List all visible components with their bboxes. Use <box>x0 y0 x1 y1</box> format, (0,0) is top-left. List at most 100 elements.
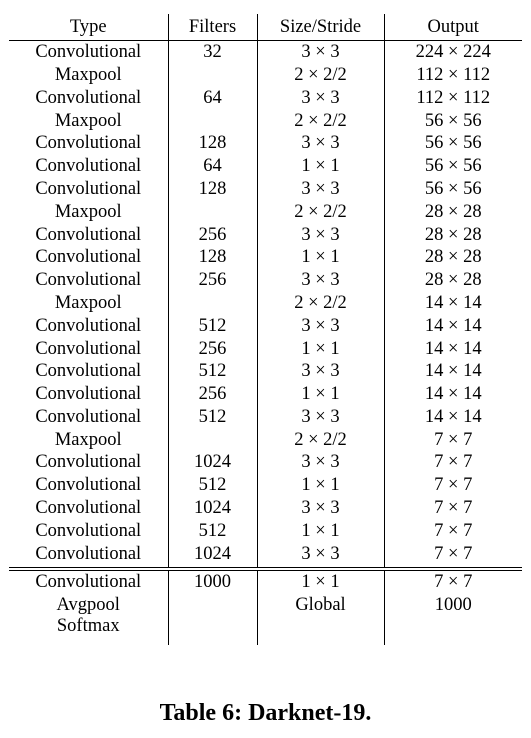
cell-filters <box>168 594 258 617</box>
cell-output: 28 × 28 <box>424 247 482 268</box>
cell-size-stride: 1 × 1 <box>257 154 385 178</box>
cell-type: Convolutional <box>9 567 169 595</box>
cell-filters: 128 <box>168 132 258 155</box>
cell-filters <box>168 63 258 87</box>
cell-size-stride: 3 × 3 <box>257 86 385 110</box>
cell-type: Convolutional <box>9 177 169 201</box>
cell-type: Convolutional <box>9 451 169 475</box>
cell-output: 14 × 14 <box>424 406 482 427</box>
cell-output: 14 × 14 <box>424 315 482 336</box>
cell-type: Convolutional <box>9 132 169 155</box>
cell-filters: 128 <box>168 246 258 269</box>
cell-output: 56 × 56 <box>424 110 482 131</box>
cell-type: Maxpool <box>9 428 169 452</box>
cell-type: Convolutional <box>9 337 169 361</box>
table-row: Convolutional 128 3 × 3 56 × 56 <box>9 132 522 155</box>
cell-filters: 32 <box>168 40 258 64</box>
table-row: Convolutional 64 3 × 3 112 × 112 <box>9 86 522 110</box>
cell-output: 7 × 7 <box>434 543 473 564</box>
table-row: Maxpool 2 × 2/2 112 × 112 <box>9 63 522 87</box>
cell-filters: 256 <box>168 382 258 406</box>
cell-filters <box>168 616 258 645</box>
table-row: Convolutional 1024 3 × 3 7 × 7 <box>9 451 522 475</box>
cell-output: 112 × 112 <box>416 87 491 108</box>
cell-size-stride: 3 × 3 <box>257 405 385 429</box>
cell-size-stride: 3 × 3 <box>257 40 385 64</box>
cell-filters: 64 <box>168 154 258 178</box>
cell-filters <box>168 109 258 133</box>
table-row: Convolutional 128 1 × 1 28 × 28 <box>9 246 522 269</box>
table-row: Convolutional 512 1 × 1 7 × 7 <box>9 474 522 497</box>
table-row: Maxpool 2 × 2/2 28 × 28 <box>9 200 522 224</box>
cell-size-stride: 3 × 3 <box>257 451 385 475</box>
header-filters: Filters <box>168 14 258 41</box>
cell-type: Convolutional <box>9 268 169 292</box>
cell-filters: 512 <box>168 474 258 497</box>
cell-output: 56 × 56 <box>424 156 482 177</box>
cell-filters: 1024 <box>168 496 258 520</box>
cell-size-stride: 2 × 2/2 <box>257 428 385 452</box>
cell-size-stride: 3 × 3 <box>257 223 385 247</box>
header-type: Type <box>9 14 169 41</box>
cell-size-stride: 3 × 3 <box>257 132 385 155</box>
cell-output: 28 × 28 <box>424 201 482 222</box>
cell-type: Convolutional <box>9 40 169 64</box>
cell-type: Convolutional <box>9 246 169 269</box>
table-row: Convolutional 512 3 × 3 14 × 14 <box>9 405 522 429</box>
cell-type: Convolutional <box>9 382 169 406</box>
cell-type: Convolutional <box>9 360 169 383</box>
cell-size-stride: 1 × 1 <box>257 519 385 543</box>
cell-size-stride: 3 × 3 <box>257 314 385 338</box>
cell-output: 56 × 56 <box>424 178 482 199</box>
table-row: Convolutional 256 1 × 1 14 × 14 <box>9 337 522 361</box>
table-row: Maxpool 2 × 2/2 7 × 7 <box>9 428 522 452</box>
table-caption: Table 6: Darknet-19. <box>159 700 372 726</box>
cell-output: 224 × 224 <box>415 42 491 63</box>
cell-output: 14 × 14 <box>424 361 482 382</box>
cell-filters: 512 <box>168 405 258 429</box>
cell-size-stride: 2 × 2/2 <box>257 200 385 224</box>
table-row: Convolutional 512 1 × 1 7 × 7 <box>9 519 522 543</box>
darknet-19-table: Type Filters Size/Stride Output Convolut… <box>9 14 522 645</box>
cell-size-stride <box>257 616 385 645</box>
cell-type: Convolutional <box>9 86 169 110</box>
cell-filters <box>168 291 258 315</box>
header-size-stride: Size/Stride <box>257 14 385 41</box>
cell-filters: 512 <box>168 314 258 338</box>
table-row: Maxpool 2 × 2/2 56 × 56 <box>9 109 522 133</box>
cell-size-stride: 3 × 3 <box>257 268 385 292</box>
cell-size-stride: 2 × 2/2 <box>257 291 385 315</box>
cell-size-stride: 3 × 3 <box>257 542 385 570</box>
cell-size-stride: 1 × 1 <box>257 337 385 361</box>
cell-type: Avgpool <box>9 594 169 617</box>
cell-size-stride: 2 × 2/2 <box>257 63 385 87</box>
cell-size-stride: 1 × 1 <box>257 246 385 269</box>
cell-size-stride: Global <box>257 594 385 617</box>
cell-filters: 256 <box>168 223 258 247</box>
cell-size-stride: 1 × 1 <box>257 382 385 406</box>
cell-filters: 64 <box>168 86 258 110</box>
cell-output: 28 × 28 <box>424 270 482 291</box>
cell-output: 7 × 7 <box>434 475 473 496</box>
cell-output: 7 × 7 <box>434 520 473 541</box>
cell-type: Convolutional <box>9 223 169 247</box>
cell-type: Convolutional <box>9 519 169 543</box>
cell-output: 14 × 14 <box>424 384 482 405</box>
table-header: Type Filters Size/Stride Output <box>9 14 522 41</box>
cell-type: Convolutional <box>9 405 169 429</box>
cell-filters: 1000 <box>168 567 258 595</box>
cell-output: 7 × 7 <box>434 452 473 473</box>
cell-type: Convolutional <box>9 474 169 497</box>
table-row: Convolutional 128 3 × 3 56 × 56 <box>9 177 522 201</box>
table-row: Convolutional 512 3 × 3 14 × 14 <box>9 314 522 338</box>
cell-type: Maxpool <box>9 200 169 224</box>
cell-filters: 512 <box>168 360 258 383</box>
cell-output: 1000 <box>434 595 472 616</box>
cell-output: 56 × 56 <box>424 133 482 154</box>
cell-output: 7 × 7 <box>434 429 473 450</box>
cell-type: Convolutional <box>9 496 169 520</box>
cell-output: 14 × 14 <box>424 292 482 313</box>
table-row: Avgpool Global 1000 <box>9 594 522 617</box>
